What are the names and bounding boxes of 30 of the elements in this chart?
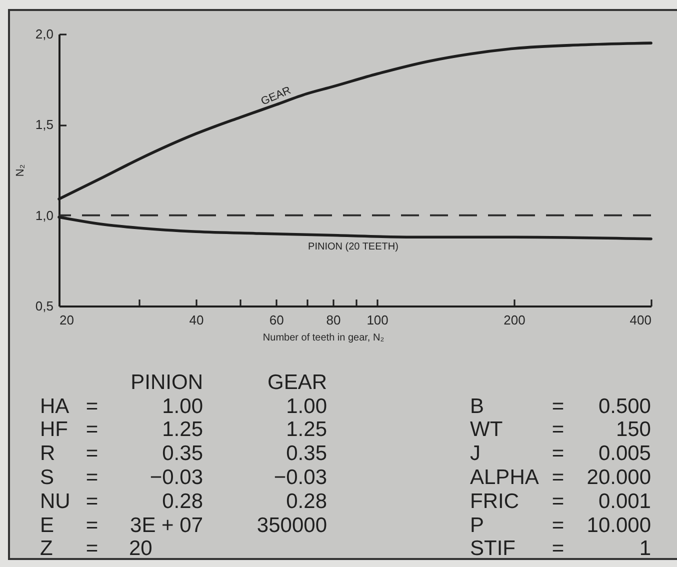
text: HA = 1.00 1.00 (40, 394, 327, 418)
text: WT = 150 (470, 418, 651, 442)
x-tick-label: 80 (326, 312, 341, 328)
x-tick-label: 200 (504, 312, 526, 328)
x-tick-label: 400 (630, 312, 652, 328)
y-tick-label: 1,0 (35, 208, 54, 223)
text: ALPHA = 20.000 (470, 466, 651, 489)
x-axis-title: Number of teeth in gear, N₂ (262, 332, 384, 344)
text: S = −0.03 −0.03 (40, 466, 327, 489)
y-tick-label: 1,5 (35, 117, 54, 132)
text: E = 3E + 07 350000 (40, 514, 327, 536)
x-tick-label: 20 (60, 312, 74, 328)
text: B = 0.500 (470, 394, 651, 418)
y-tick-label: 2,0 (35, 26, 54, 42)
x-tick-label: 40 (189, 312, 204, 328)
y-axis-title: N₂ (14, 164, 26, 177)
series-label: PINION (20 TEETH) (308, 242, 398, 253)
y-tick-label: 0,5 (35, 298, 54, 314)
text: PINION GEAR (130, 371, 327, 394)
text: FRIC = 0.001 (470, 490, 651, 513)
text: GEAR (259, 84, 293, 108)
x-tick-label: 60 (269, 312, 284, 328)
text: STIF = 1 (470, 537, 651, 560)
text: NU = 0.28 0.28 (40, 490, 327, 513)
text: R = 0.35 0.35 (40, 442, 327, 466)
text: J = 0.005 (470, 442, 651, 466)
text: HF = 1.25 1.25 (40, 418, 327, 442)
text: Z = 20 (40, 537, 152, 560)
x-tick-label: 100 (366, 312, 388, 328)
text: P = 10.000 (470, 514, 651, 536)
